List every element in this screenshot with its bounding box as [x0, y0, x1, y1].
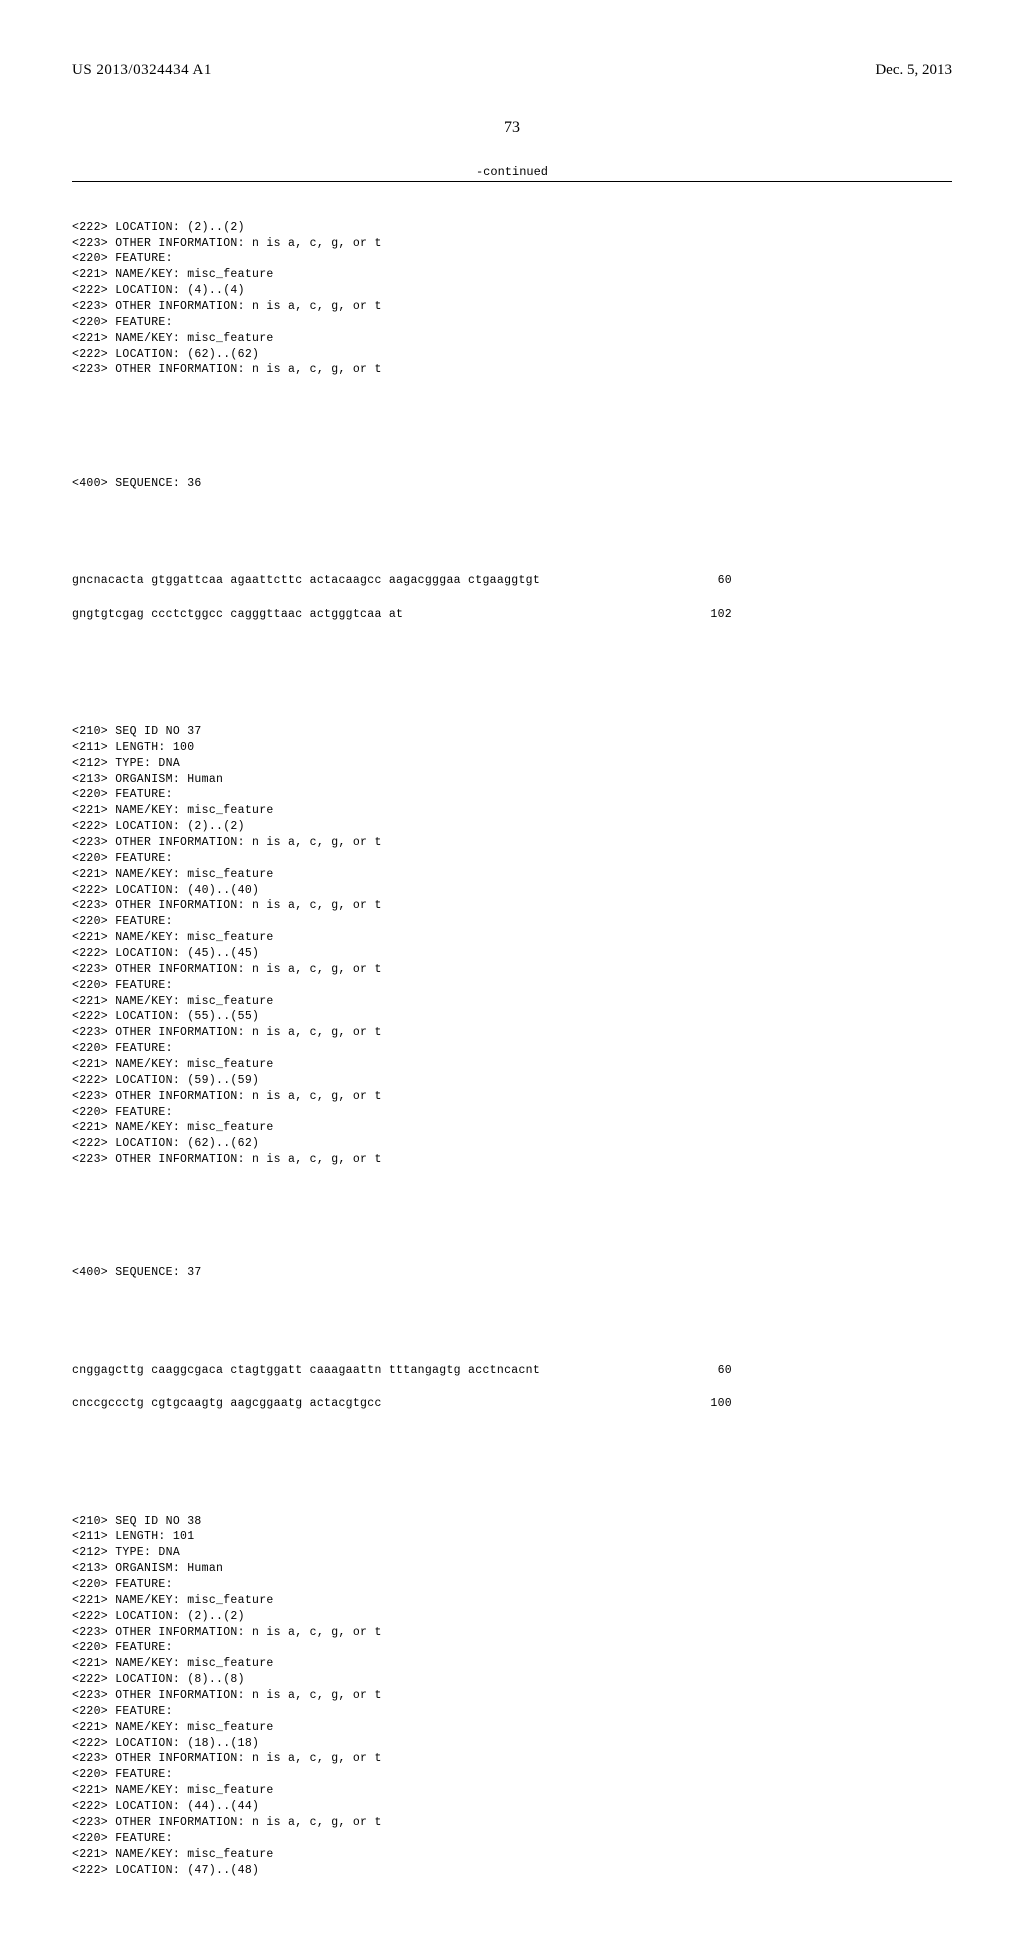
sequence-row: gncnacacta gtggattcaa agaattcttc actacaa…: [72, 573, 732, 589]
sequence-metadata-line: <220> FEATURE:: [72, 978, 952, 994]
sequence-row: cnccgccctg cgtgcaagtg aagcggaatg actacgt…: [72, 1396, 732, 1412]
sequence-row: cnggagcttg caaggcgaca ctagtggatt caaagaa…: [72, 1363, 732, 1379]
sequence-metadata-line: <211> LENGTH: 101: [72, 1529, 952, 1545]
sequence-metadata-line: <220> FEATURE:: [72, 1105, 952, 1121]
spacer: [72, 1460, 952, 1482]
sequence-37-rows: cnggagcttg caaggcgaca ctagtggatt caaagaa…: [72, 1363, 952, 1413]
sequence-metadata-line: <221> NAME/KEY: misc_feature: [72, 267, 952, 283]
sequence-metadata-line: <220> FEATURE:: [72, 787, 952, 803]
sequence-metadata-line: <221> NAME/KEY: misc_feature: [72, 1656, 952, 1672]
sequence-metadata-line: <210> SEQ ID NO 37: [72, 724, 952, 740]
sequence-metadata-line: <223> OTHER INFORMATION: n is a, c, g, o…: [72, 362, 952, 378]
sequence-metadata-line: <212> TYPE: DNA: [72, 756, 952, 772]
sequence-metadata-line: <220> FEATURE:: [72, 1767, 952, 1783]
sequence-label: <400> SEQUENCE: 37: [72, 1265, 952, 1281]
spacer: [72, 670, 952, 692]
sequence-metadata-line: <222> LOCATION: (55)..(55): [72, 1009, 952, 1025]
sequence-metadata-line: <223> OTHER INFORMATION: n is a, c, g, o…: [72, 1025, 952, 1041]
sequence-metadata-line: <221> NAME/KEY: misc_feature: [72, 930, 952, 946]
sequence-metadata-line: <212> TYPE: DNA: [72, 1545, 952, 1561]
sequence-metadata-line: <220> FEATURE:: [72, 1577, 952, 1593]
header-row: US 2013/0324434 A1 Dec. 5, 2013: [72, 62, 952, 79]
sequence-metadata-line: <222> LOCATION: (59)..(59): [72, 1073, 952, 1089]
sequence-metadata-line: <222> LOCATION: (62)..(62): [72, 1136, 952, 1152]
sequence-metadata-line: <213> ORGANISM: Human: [72, 1561, 952, 1577]
sequence-metadata-line: <223> OTHER INFORMATION: n is a, c, g, o…: [72, 1815, 952, 1831]
page-container: US 2013/0324434 A1 Dec. 5, 2013 73 -cont…: [0, 0, 1024, 1950]
sequence-position: 102: [710, 607, 732, 623]
sequence-metadata-line: <222> LOCATION: (45)..(45): [72, 946, 952, 962]
sequence-position: 60: [718, 1363, 732, 1379]
sequence-metadata-line: <221> NAME/KEY: misc_feature: [72, 867, 952, 883]
sequence-metadata-line: <221> NAME/KEY: misc_feature: [72, 331, 952, 347]
sequence-metadata-line: <223> OTHER INFORMATION: n is a, c, g, o…: [72, 299, 952, 315]
sequence-metadata-line: <221> NAME/KEY: misc_feature: [72, 803, 952, 819]
sequence-row: gngtgtcgag ccctctggcc cagggttaac actgggt…: [72, 607, 732, 623]
sequence-listing: <222> LOCATION: (2)..(2)<223> OTHER INFO…: [72, 188, 952, 1910]
horizontal-rule: [72, 181, 952, 182]
sequence-metadata-line: <220> FEATURE:: [72, 914, 952, 930]
sequence-text: gncnacacta gtggattcaa agaattcttc actacaa…: [72, 573, 540, 589]
sequence-metadata-line: <222> LOCATION: (2)..(2): [72, 819, 952, 835]
sequence-metadata-line: <221> NAME/KEY: misc_feature: [72, 1847, 952, 1863]
publication-number: US 2013/0324434 A1: [72, 62, 212, 79]
sequence-metadata-line: <222> LOCATION: (40)..(40): [72, 883, 952, 899]
sequence-metadata-line: <221> NAME/KEY: misc_feature: [72, 1120, 952, 1136]
sequence-metadata-line: <222> LOCATION: (62)..(62): [72, 347, 952, 363]
sequence-metadata-line: <223> OTHER INFORMATION: n is a, c, g, o…: [72, 1089, 952, 1105]
sequence-metadata-line: <223> OTHER INFORMATION: n is a, c, g, o…: [72, 835, 952, 851]
sequence-text: gngtgtcgag ccctctggcc cagggttaac actgggt…: [72, 607, 403, 623]
sequence-metadata-line: <222> LOCATION: (4)..(4): [72, 283, 952, 299]
continued-label: -continued: [72, 165, 952, 179]
spacer: [72, 1216, 952, 1234]
sequence-metadata-line: <220> FEATURE:: [72, 1041, 952, 1057]
sequence-metadata-line: <223> OTHER INFORMATION: n is a, c, g, o…: [72, 1152, 952, 1168]
sequence-metadata-line: <220> FEATURE:: [72, 851, 952, 867]
metadata-block-37: <210> SEQ ID NO 37<211> LENGTH: 100<212>…: [72, 724, 952, 1168]
sequence-metadata-line: <223> OTHER INFORMATION: n is a, c, g, o…: [72, 236, 952, 252]
sequence-metadata-line: <221> NAME/KEY: misc_feature: [72, 1593, 952, 1609]
sequence-metadata-line: <220> FEATURE:: [72, 1831, 952, 1847]
sequence-metadata-line: <222> LOCATION: (18)..(18): [72, 1736, 952, 1752]
sequence-metadata-line: <222> LOCATION: (8)..(8): [72, 1672, 952, 1688]
sequence-metadata-line: <211> LENGTH: 100: [72, 740, 952, 756]
sequence-metadata-line: <223> OTHER INFORMATION: n is a, c, g, o…: [72, 898, 952, 914]
sequence-metadata-line: <221> NAME/KEY: misc_feature: [72, 1057, 952, 1073]
sequence-metadata-line: <222> LOCATION: (47)..(48): [72, 1863, 952, 1879]
sequence-metadata-line: <223> OTHER INFORMATION: n is a, c, g, o…: [72, 1751, 952, 1767]
sequence-text: cnccgccctg cgtgcaagtg aagcggaatg actacgt…: [72, 1396, 382, 1412]
sequence-text: cnggagcttg caaggcgaca ctagtggatt caaagaa…: [72, 1363, 540, 1379]
spacer: [72, 426, 952, 444]
metadata-block-38: <210> SEQ ID NO 38<211> LENGTH: 101<212>…: [72, 1514, 952, 1879]
sequence-metadata-line: <222> LOCATION: (44)..(44): [72, 1799, 952, 1815]
sequence-label: <400> SEQUENCE: 36: [72, 476, 952, 492]
metadata-block-pre: <222> LOCATION: (2)..(2)<223> OTHER INFO…: [72, 220, 952, 379]
sequence-metadata-line: <213> ORGANISM: Human: [72, 772, 952, 788]
spacer: [72, 589, 952, 607]
sequence-metadata-line: <221> NAME/KEY: misc_feature: [72, 994, 952, 1010]
sequence-metadata-line: <222> LOCATION: (2)..(2): [72, 1609, 952, 1625]
sequence-36-rows: gncnacacta gtggattcaa agaattcttc actacaa…: [72, 573, 952, 623]
sequence-metadata-line: <223> OTHER INFORMATION: n is a, c, g, o…: [72, 1688, 952, 1704]
sequence-metadata-line: <220> FEATURE:: [72, 315, 952, 331]
sequence-metadata-line: <220> FEATURE:: [72, 1640, 952, 1656]
sequence-metadata-line: <210> SEQ ID NO 38: [72, 1514, 952, 1530]
sequence-metadata-line: <223> OTHER INFORMATION: n is a, c, g, o…: [72, 1625, 952, 1641]
sequence-position: 100: [710, 1396, 732, 1412]
sequence-metadata-line: <220> FEATURE:: [72, 251, 952, 267]
sequence-metadata-line: <221> NAME/KEY: misc_feature: [72, 1720, 952, 1736]
page-number: 73: [72, 119, 952, 137]
spacer: [72, 523, 952, 541]
publication-date: Dec. 5, 2013: [875, 62, 952, 79]
spacer: [72, 1313, 952, 1331]
sequence-position: 60: [718, 573, 732, 589]
spacer: [72, 1378, 952, 1396]
sequence-metadata-line: <220> FEATURE:: [72, 1704, 952, 1720]
sequence-metadata-line: <223> OTHER INFORMATION: n is a, c, g, o…: [72, 962, 952, 978]
sequence-metadata-line: <222> LOCATION: (2)..(2): [72, 220, 952, 236]
sequence-metadata-line: <221> NAME/KEY: misc_feature: [72, 1783, 952, 1799]
